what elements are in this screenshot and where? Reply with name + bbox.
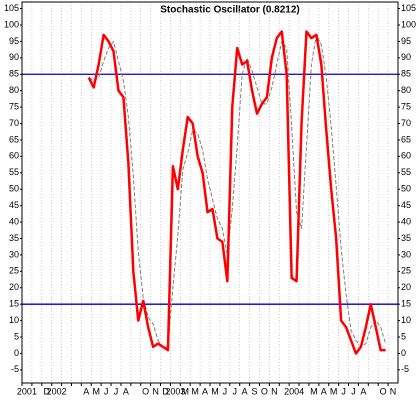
y-tick-label-right: 105	[401, 3, 416, 13]
x-tick-label: S	[252, 386, 258, 396]
y-tick-label-right: 5	[401, 331, 406, 341]
y-tick-label: 40	[9, 216, 19, 226]
series-line	[88, 34, 387, 348]
y-tick-label: 30	[9, 249, 19, 259]
y-tick-label-right: 55	[401, 167, 411, 177]
series-line	[87, 30, 386, 355]
y-tick-label: -5	[11, 364, 19, 374]
x-tick-label: J	[223, 386, 228, 396]
x-tick-label: M	[92, 386, 100, 396]
x-tick-label: 2004	[284, 386, 304, 396]
y-tick-label-right: 10	[401, 315, 411, 325]
y-tick-label: 65	[9, 134, 19, 144]
chart-title: Stochastic Oscillator (0.8212)	[160, 5, 300, 16]
y-tick-label-right: 35	[401, 233, 411, 243]
x-tick-label: O	[142, 386, 149, 396]
y-tick-label: 45	[9, 200, 19, 210]
x-tick-label: A	[83, 386, 89, 396]
y-tick-label-right: 45	[401, 200, 411, 210]
y-tick-label: 95	[9, 36, 19, 46]
x-tick-label: D	[162, 386, 169, 396]
y-tick-label: 80	[9, 85, 19, 95]
y-tick-label-right: 40	[401, 216, 411, 226]
x-tick-label: O	[380, 386, 387, 396]
y-tick-label-right: 100	[401, 19, 416, 29]
y-tick-label: 50	[9, 184, 19, 194]
y-tick-label-right: 15	[401, 299, 411, 309]
y-tick-label-right: 50	[401, 184, 411, 194]
y-tick-label: 60	[9, 151, 19, 161]
x-tick-label: M	[191, 386, 199, 396]
y-tick-label-right: 60	[401, 151, 411, 161]
y-tick-label-right: 75	[401, 101, 411, 111]
y-tick-label: 70	[9, 118, 19, 128]
x-tick-label: J	[351, 386, 356, 396]
y-tick-label: 5	[14, 331, 19, 341]
y-tick-label: 90	[9, 52, 19, 62]
x-tick-label: A	[321, 386, 327, 396]
y-tick-label: 55	[9, 167, 19, 177]
x-tick-label: A	[123, 386, 129, 396]
x-tick-label: M	[310, 386, 318, 396]
y-tick-label-right: 90	[401, 52, 411, 62]
y-tick-label: 15	[9, 299, 19, 309]
y-tick-label-right: 25	[401, 266, 411, 276]
y-tick-label: 100	[4, 19, 19, 29]
y-tick-label: 10	[9, 315, 19, 325]
x-tick-label: M	[211, 386, 219, 396]
x-tick-label: A	[360, 386, 366, 396]
y-tick-label-right: 20	[401, 282, 411, 292]
x-tick-label: N	[271, 386, 278, 396]
x-tick-label: J	[341, 386, 346, 396]
y-tick-label: 35	[9, 233, 19, 243]
y-tick-label: 20	[9, 282, 19, 292]
y-tick-label: 105	[4, 3, 19, 13]
plot-frame	[21, 1, 399, 384]
y-tick-label: 25	[9, 266, 19, 276]
x-tick-label: N	[390, 386, 397, 396]
y-tick-label-right: 80	[401, 85, 411, 95]
x-tick-label: D	[43, 386, 50, 396]
x-tick-label: 2001	[17, 386, 37, 396]
y-tick-label-right: 30	[401, 249, 411, 259]
x-tick-label: N	[152, 386, 159, 396]
x-tick-label: 2003	[165, 386, 185, 396]
x-tick-label: J	[232, 386, 237, 396]
y-tick-label: 85	[9, 69, 19, 79]
x-tick-label: O	[261, 386, 268, 396]
y-tick-label-right: 95	[401, 36, 411, 46]
x-tick-label: J	[114, 386, 119, 396]
x-tick-label: 2002	[47, 386, 67, 396]
x-tick-label: A	[242, 386, 248, 396]
x-tick-label: A	[202, 386, 208, 396]
y-tick-label: 75	[9, 101, 19, 111]
y-tick-label: 0	[14, 348, 19, 358]
y-tick-label-right: 0	[401, 348, 406, 358]
y-tick-label-right: 70	[401, 118, 411, 128]
x-tick-label: M	[182, 386, 190, 396]
x-tick-label: J	[104, 386, 109, 396]
y-tick-label-right: -5	[401, 364, 409, 374]
x-tick-label: M	[330, 386, 338, 396]
y-tick-label-right: 65	[401, 134, 411, 144]
y-tick-label-right: 85	[401, 69, 411, 79]
